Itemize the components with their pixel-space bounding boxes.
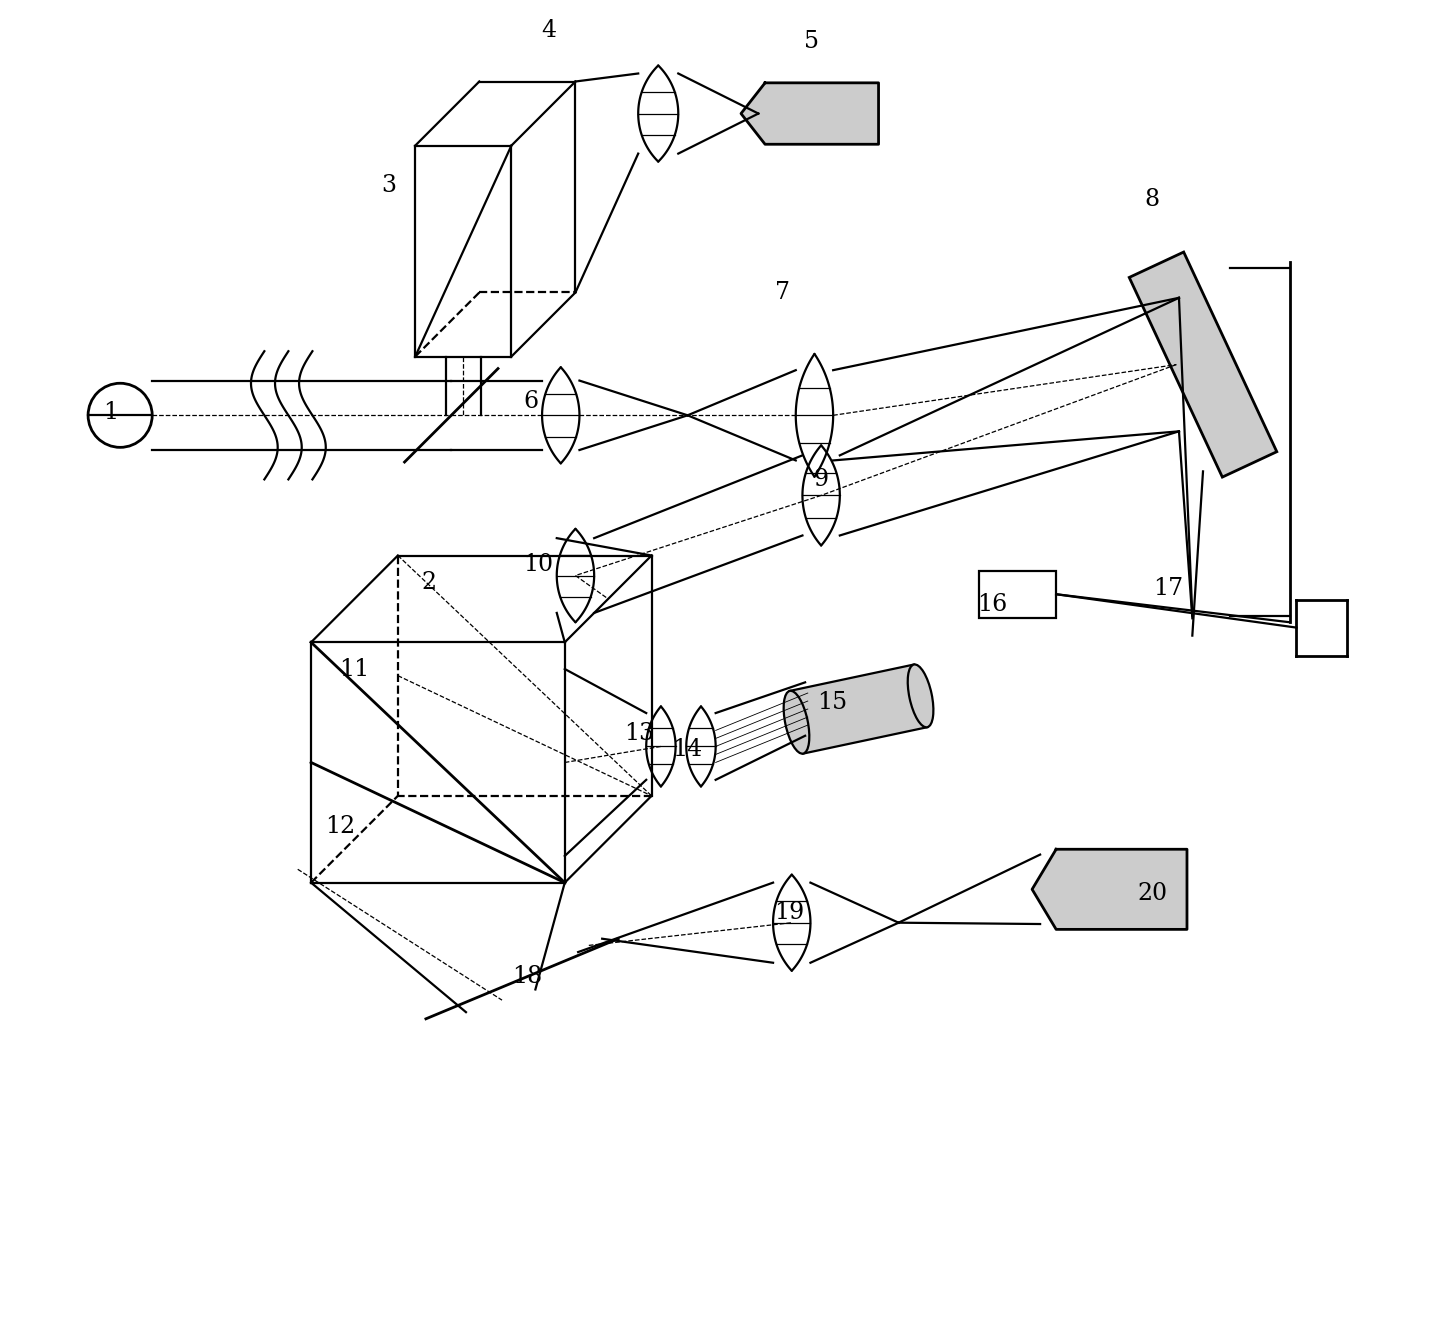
Text: 8: 8 (1144, 187, 1160, 210)
Text: 17: 17 (1153, 578, 1183, 601)
Text: 5: 5 (805, 29, 819, 54)
Bar (979, 571, 1056, 618)
Text: 19: 19 (774, 900, 805, 923)
Text: 18: 18 (512, 965, 542, 987)
Polygon shape (1032, 850, 1188, 930)
Text: 13: 13 (625, 721, 654, 744)
Text: 6: 6 (523, 391, 539, 413)
Polygon shape (790, 665, 927, 753)
Text: 4: 4 (541, 19, 557, 43)
Polygon shape (741, 83, 879, 145)
Text: 20: 20 (1137, 882, 1167, 904)
Text: 2: 2 (420, 571, 436, 594)
Text: 9: 9 (813, 468, 829, 491)
Text: 10: 10 (523, 554, 552, 577)
Text: 14: 14 (673, 737, 703, 760)
Ellipse shape (783, 690, 809, 753)
Text: 15: 15 (816, 690, 847, 714)
Text: 16: 16 (977, 594, 1008, 617)
Text: 3: 3 (381, 174, 396, 197)
Text: 12: 12 (325, 815, 355, 838)
Polygon shape (1130, 252, 1277, 478)
Text: 11: 11 (339, 657, 368, 681)
Text: 7: 7 (774, 281, 790, 304)
Text: 1: 1 (103, 401, 119, 424)
Ellipse shape (908, 665, 934, 728)
